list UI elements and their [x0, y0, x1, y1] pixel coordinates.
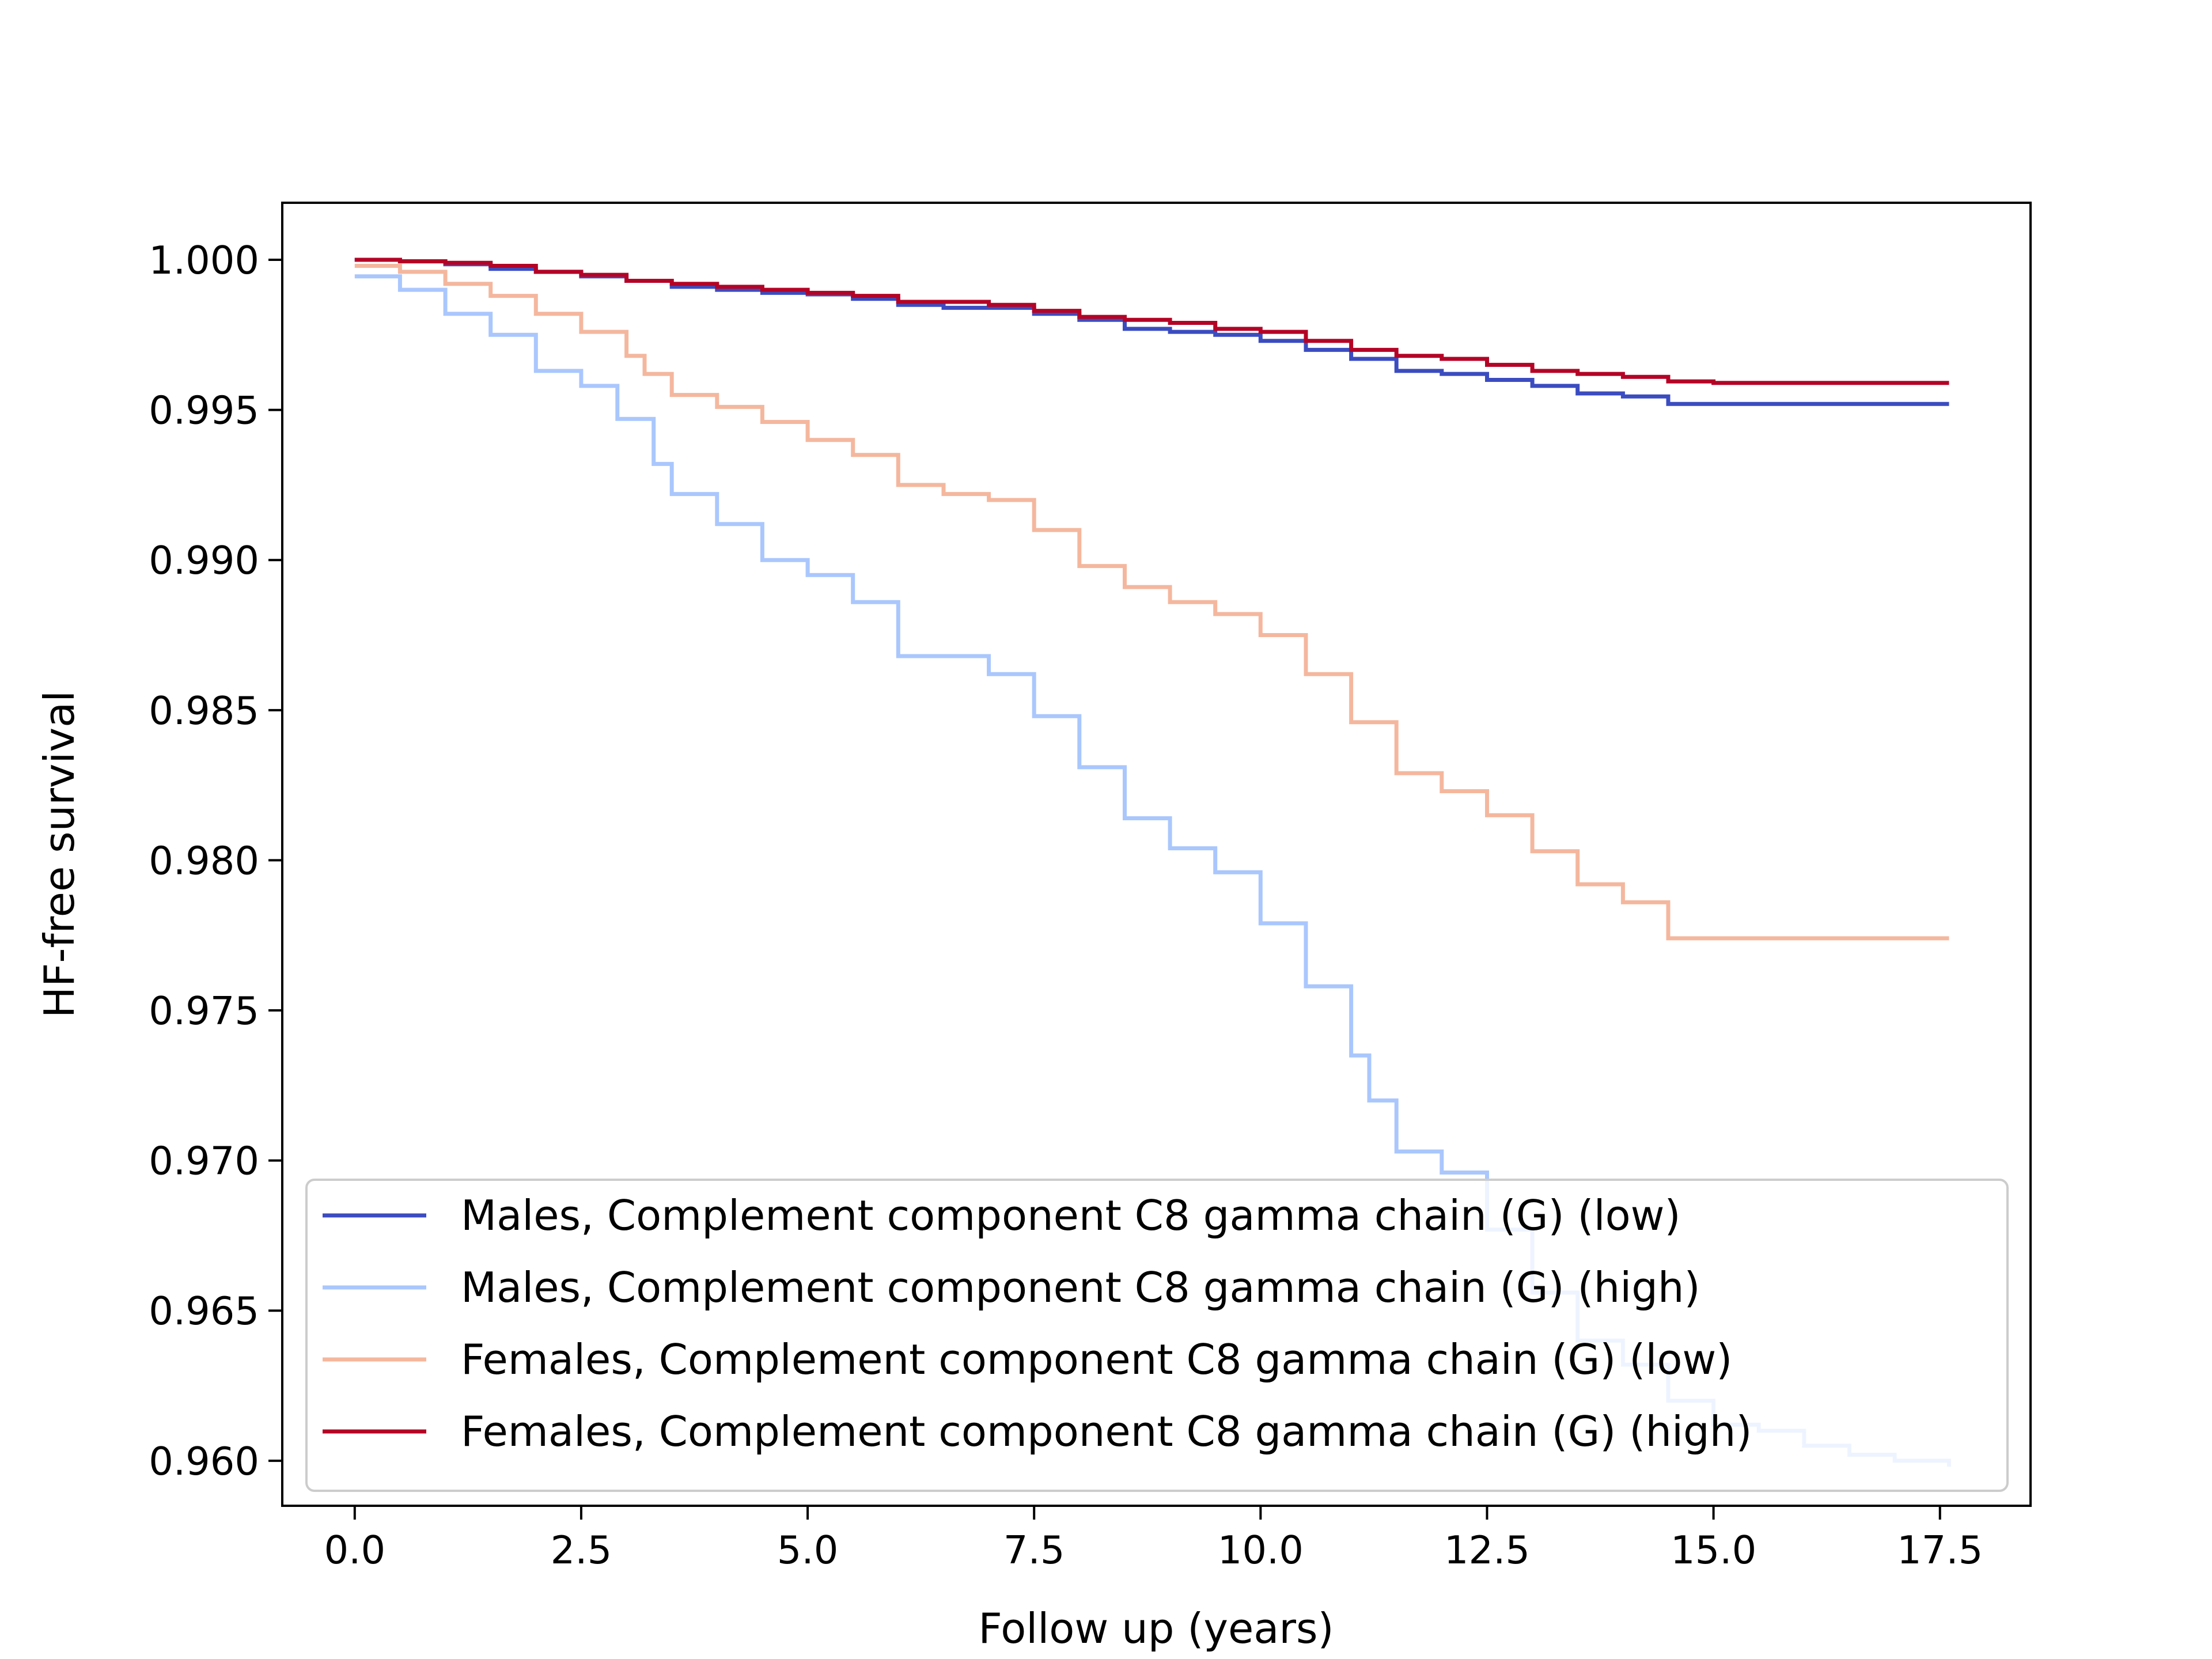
x-tick-label: 5.0	[777, 1528, 839, 1573]
y-tick-label: 0.970	[149, 1139, 259, 1184]
y-tick-label: 0.960	[149, 1439, 259, 1484]
x-tick-label: 10.0	[1218, 1528, 1304, 1573]
x-axis: 0.0 2.5 5.0 7.5 10.0 12.5 15.0 17.5	[324, 1506, 1983, 1573]
x-tick-label: 0.0	[324, 1528, 386, 1573]
x-tick-label: 15.0	[1671, 1528, 1756, 1573]
x-tick-label: 12.5	[1444, 1528, 1530, 1573]
series-line-3	[354, 264, 1949, 941]
y-tick-label: 0.980	[149, 838, 259, 883]
y-tick-label: 1.000	[149, 238, 259, 283]
legend-label-2: Males, Complement component C8 gamma cha…	[461, 1263, 1700, 1312]
plot-frame	[281, 202, 2032, 1507]
y-tick-label: 0.995	[149, 388, 259, 433]
legend: Males, Complement component C8 gamma cha…	[305, 1179, 2009, 1492]
legend-label-3: Females, Complement component C8 gamma c…	[461, 1335, 1732, 1384]
legend-label-1: Males, Complement component C8 gamma cha…	[461, 1191, 1681, 1240]
x-tick-label: 7.5	[1003, 1528, 1065, 1573]
y-tick-label: 0.985	[149, 688, 259, 733]
legend-box	[305, 1179, 2009, 1492]
y-tick-label: 0.990	[149, 538, 259, 583]
y-axis-label: HF-free survival	[35, 691, 84, 1018]
legend-label-4: Females, Complement component C8 gamma c…	[461, 1407, 1752, 1456]
y-tick-label: 0.975	[149, 988, 259, 1033]
y-tick-label: 0.965	[149, 1289, 259, 1334]
y-axis: 0.960 0.965 0.970 0.975 0.980 0.985 0.990 0.995…	[149, 238, 282, 1484]
x-tick-label: 17.5	[1897, 1528, 1983, 1573]
x-tick-label: 2.5	[551, 1528, 612, 1573]
x-axis-label: Follow up (years)	[978, 1604, 1334, 1653]
series-line-4	[354, 257, 1949, 385]
